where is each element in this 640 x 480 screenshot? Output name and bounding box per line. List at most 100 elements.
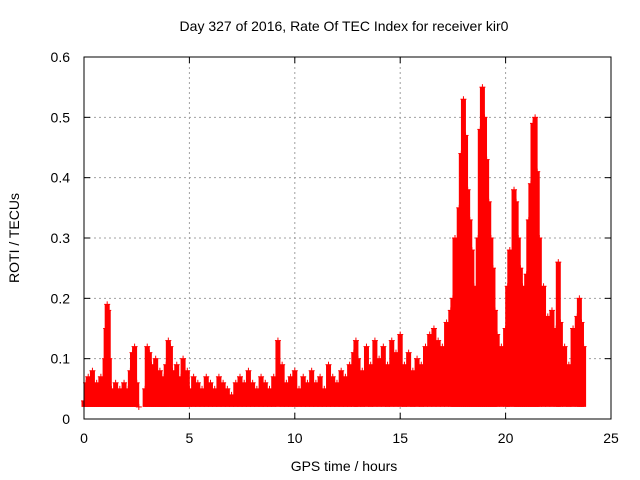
data-point <box>110 391 117 398</box>
data-point <box>245 367 252 374</box>
y-axis-label: ROTI / TECUs <box>6 193 22 283</box>
data-point <box>521 301 528 308</box>
data-point <box>129 349 136 356</box>
data-point <box>228 391 235 398</box>
y-tick-label: 0.2 <box>51 290 71 306</box>
data-point <box>352 337 359 344</box>
data-point <box>409 367 416 374</box>
y-tick-label: 0.5 <box>51 109 71 125</box>
data-point <box>236 373 243 380</box>
data-point <box>443 319 450 326</box>
data-point <box>150 373 157 380</box>
data-point <box>553 325 560 332</box>
data-point <box>479 84 486 91</box>
data-point <box>207 379 214 386</box>
data-point <box>253 385 260 392</box>
data-point <box>530 120 537 127</box>
data-point <box>371 337 378 344</box>
data-points <box>81 84 587 410</box>
data-point <box>487 235 494 241</box>
data-point <box>148 361 155 368</box>
data-point <box>506 247 513 254</box>
data-point <box>146 349 153 356</box>
data-point <box>133 379 140 386</box>
data-point <box>125 385 132 392</box>
data-point <box>131 343 138 350</box>
data-point <box>388 337 395 344</box>
data-point <box>536 235 543 241</box>
data-point <box>118 391 125 398</box>
data-point <box>454 247 461 254</box>
data-point <box>144 343 151 350</box>
y-tick-label: 0.1 <box>51 351 71 367</box>
y-tick-label: 0.4 <box>51 170 71 186</box>
data-point <box>104 301 111 308</box>
data-point <box>576 295 583 302</box>
data-point <box>380 343 387 350</box>
data-point <box>232 379 239 386</box>
data-point <box>462 132 469 139</box>
data-point <box>452 235 459 241</box>
data-point <box>519 283 526 290</box>
data-point <box>169 367 176 374</box>
chart-title: Day 327 of 2016, Rate Of TEC Index for r… <box>180 18 509 34</box>
data-point <box>177 373 184 380</box>
data-point <box>89 367 96 374</box>
data-point <box>105 307 112 314</box>
data-point <box>279 361 286 368</box>
data-point <box>308 367 315 374</box>
x-axis-label: GPS time / hours <box>291 458 398 474</box>
data-point <box>426 331 433 338</box>
data-point <box>215 373 222 380</box>
data-point <box>355 355 362 362</box>
data-point <box>114 397 121 404</box>
data-point <box>439 343 446 350</box>
data-point <box>557 319 564 326</box>
data-point <box>262 379 269 386</box>
data-point <box>190 373 197 380</box>
data-point <box>91 391 98 398</box>
data-point <box>570 325 577 332</box>
data-point <box>470 283 477 290</box>
data-point <box>460 96 467 103</box>
data-point <box>112 379 119 386</box>
data-point <box>430 325 437 332</box>
data-point <box>458 150 465 157</box>
data-point <box>158 385 165 392</box>
data-point <box>291 367 298 374</box>
x-tick-label: 5 <box>186 430 194 446</box>
data-point <box>363 343 370 350</box>
y-tick-label: 0 <box>62 411 70 427</box>
data-point <box>97 373 104 380</box>
data-point <box>321 385 328 392</box>
data-point <box>435 337 442 344</box>
data-point <box>527 180 534 187</box>
data-point <box>211 385 218 392</box>
data-point <box>163 361 170 368</box>
data-point <box>532 114 539 121</box>
data-point <box>485 198 492 205</box>
data-point <box>405 349 412 356</box>
data-point <box>304 379 311 386</box>
data-point <box>447 307 454 314</box>
data-point <box>194 379 201 386</box>
axis-ticks: 0 5 10 15 20 25 0 0.1 0.2 0.3 0.4 0.5 0.6 <box>51 49 619 446</box>
data-point <box>142 385 149 392</box>
data-point <box>534 168 541 175</box>
data-point <box>477 126 484 133</box>
data-point <box>422 343 429 350</box>
data-point <box>376 355 383 362</box>
y-tick-label: 0.3 <box>51 230 71 246</box>
data-point <box>152 355 159 362</box>
data-point <box>338 367 345 374</box>
data-point <box>135 403 142 410</box>
data-point <box>300 373 307 380</box>
data-point <box>106 355 113 362</box>
data-point <box>182 379 189 386</box>
data-point <box>287 373 294 380</box>
data-point <box>173 361 180 368</box>
data-point <box>108 385 115 392</box>
x-tick-label: 10 <box>287 430 303 446</box>
data-point <box>167 343 174 350</box>
